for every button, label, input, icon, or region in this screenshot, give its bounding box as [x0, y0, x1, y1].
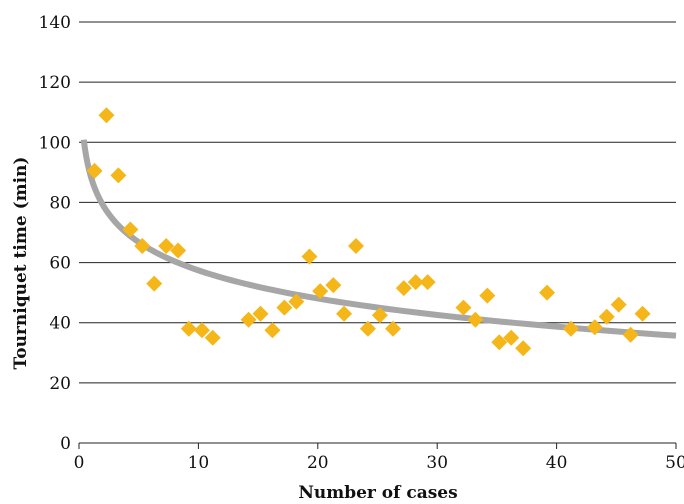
data-point — [193, 322, 210, 339]
data-point — [419, 274, 436, 291]
data-point — [395, 280, 412, 297]
data-point — [385, 320, 402, 337]
data-point — [180, 320, 197, 337]
y-tick-label: 20 — [49, 374, 71, 394]
x-tick-labels: 0 10 20 30 40 50 — [74, 453, 684, 473]
data-point — [491, 334, 508, 351]
data-point — [610, 296, 627, 313]
data-point — [98, 107, 115, 124]
data-point — [515, 340, 532, 357]
data-point — [325, 277, 342, 294]
y-tick-label: 40 — [49, 314, 71, 334]
data-point — [503, 329, 520, 346]
data-point — [86, 162, 103, 179]
data-point — [622, 326, 639, 343]
x-tick-label: 50 — [665, 453, 684, 473]
data-point — [598, 308, 615, 325]
log-trend-line — [80, 139, 677, 339]
data-point — [240, 311, 257, 328]
data-point — [455, 299, 472, 316]
data-point — [301, 248, 318, 265]
x-axis-title: Number of cases — [298, 483, 457, 503]
data-point — [158, 238, 175, 255]
y-axis-title: Tourniquet time (min) — [11, 157, 31, 370]
x-tick-label: 40 — [546, 453, 568, 473]
data-point — [479, 287, 496, 304]
data-point — [586, 319, 603, 336]
y-tick-label: 140 — [39, 13, 71, 33]
data-point — [634, 305, 651, 322]
data-point — [110, 167, 127, 184]
data-point — [539, 284, 556, 301]
data-points — [86, 107, 651, 357]
axes — [78, 442, 677, 449]
data-point — [170, 242, 187, 259]
data-point — [359, 320, 376, 337]
data-point — [204, 329, 221, 346]
y-tick-label: 100 — [39, 133, 71, 153]
x-tick-label: 10 — [188, 453, 210, 473]
data-point — [288, 293, 305, 310]
data-point — [562, 320, 579, 337]
data-point — [348, 238, 365, 255]
data-point — [252, 305, 269, 322]
data-point — [122, 221, 139, 238]
y-tick-label: 0 — [60, 434, 71, 454]
x-tick-label: 30 — [426, 453, 448, 473]
data-point — [407, 274, 424, 291]
y-tick-label: 60 — [49, 254, 71, 274]
data-point — [371, 307, 388, 324]
data-point — [336, 305, 353, 322]
data-point — [276, 299, 293, 316]
y-tick-labels: 0 20 40 60 80 100 120 140 — [39, 13, 71, 454]
x-tick-label: 0 — [74, 453, 85, 473]
y-tick-label: 120 — [39, 73, 71, 93]
data-point — [134, 238, 151, 255]
data-point — [312, 283, 329, 300]
x-tick-label: 20 — [307, 453, 329, 473]
data-point — [264, 322, 281, 339]
data-point — [146, 275, 163, 292]
y-tick-label: 80 — [49, 193, 71, 213]
data-point — [467, 311, 484, 328]
trend-line — [80, 139, 677, 339]
